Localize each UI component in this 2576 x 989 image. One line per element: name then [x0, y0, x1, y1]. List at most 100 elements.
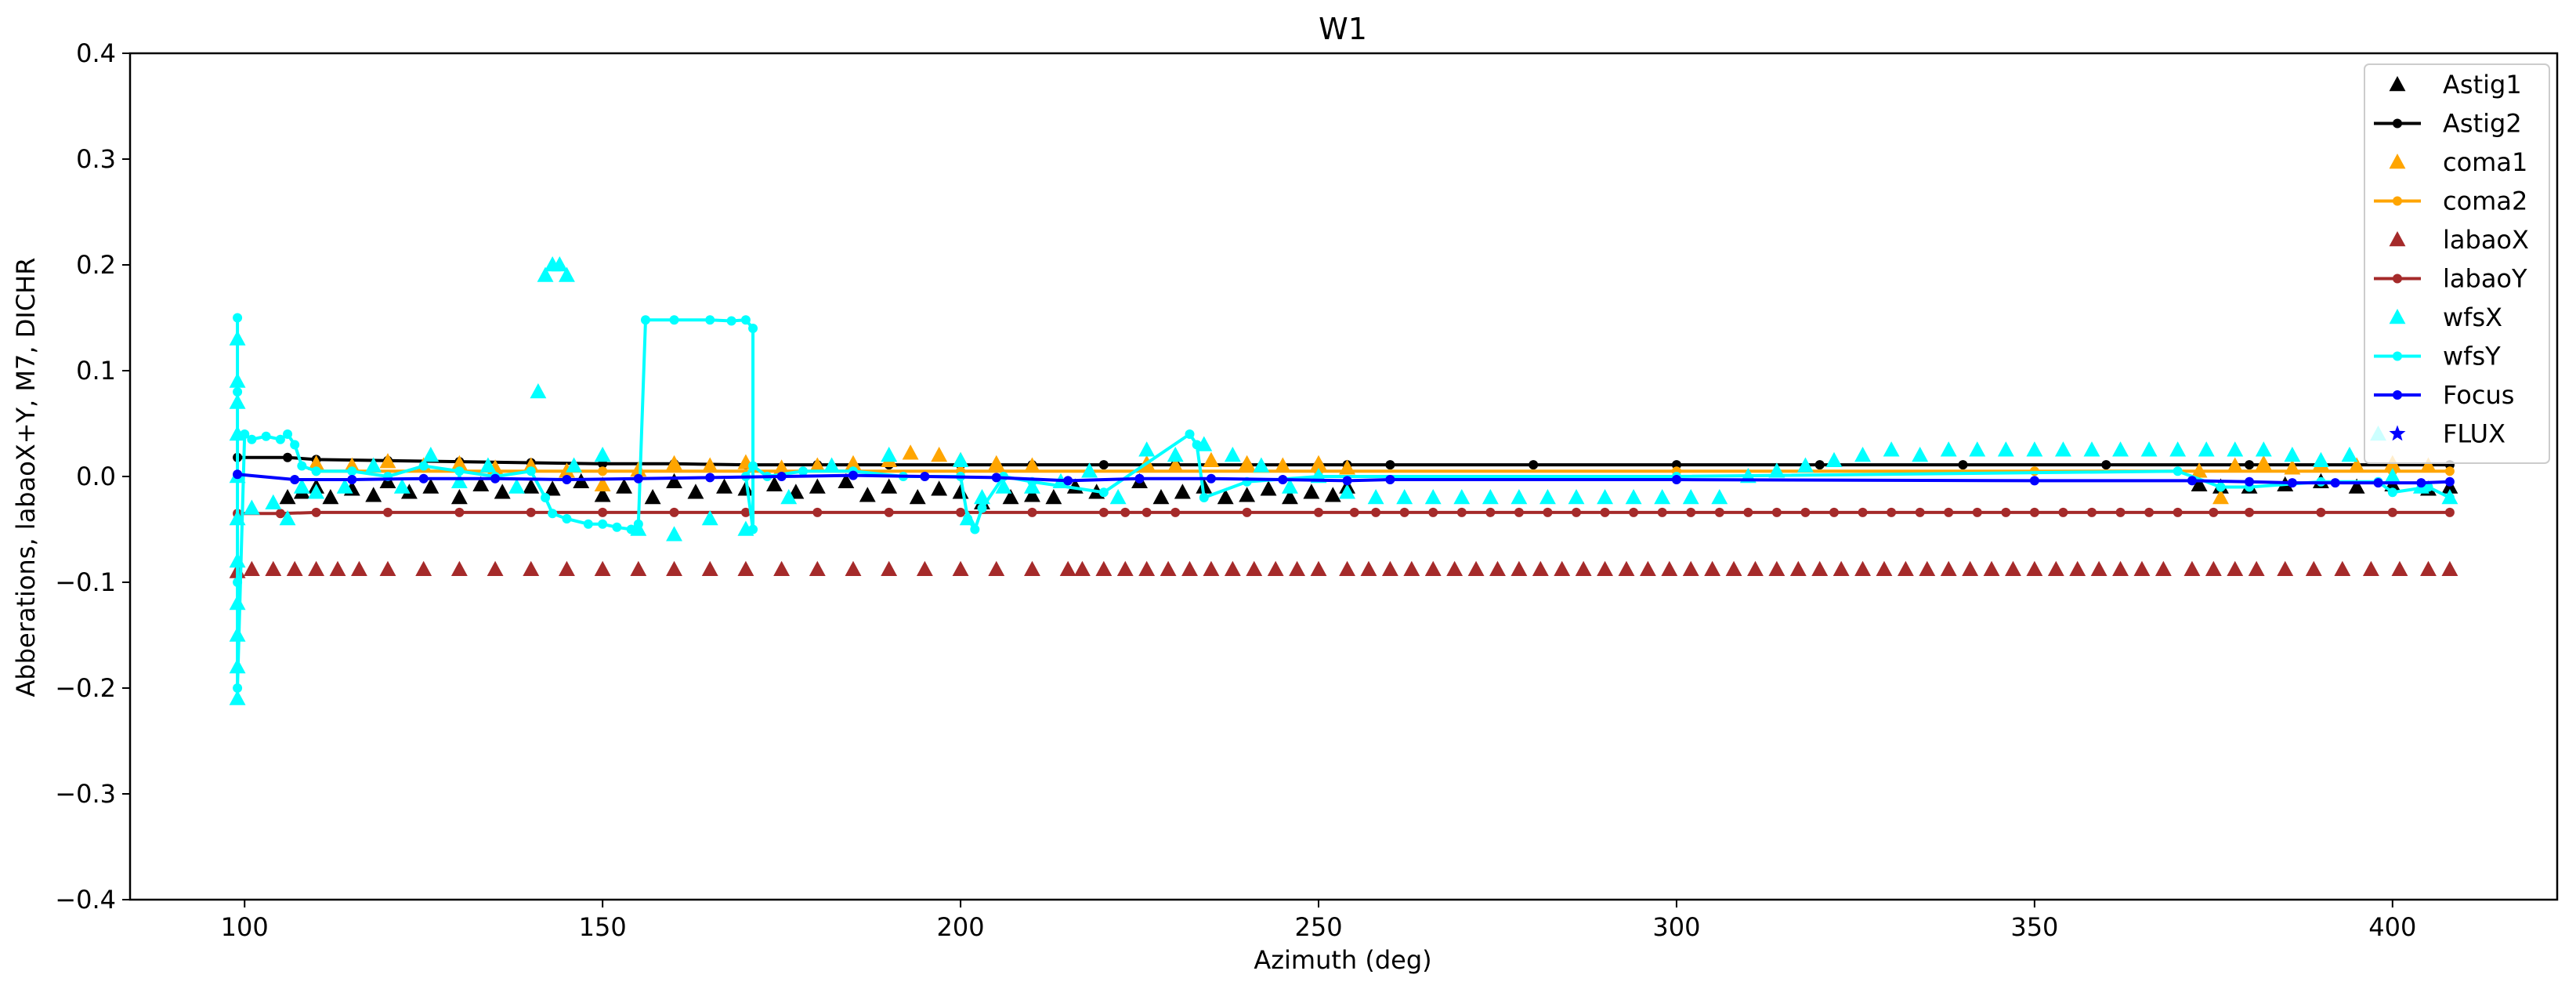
data-point — [1639, 560, 1656, 577]
data-point — [716, 478, 733, 494]
x-tick-label: 400 — [2368, 912, 2416, 942]
data-point — [265, 494, 282, 509]
y-tick-label: 0.0 — [76, 462, 116, 491]
series-labaoy — [233, 507, 2455, 519]
data-point — [454, 466, 465, 476]
data-point — [798, 466, 809, 476]
data-point — [1597, 560, 1614, 577]
legend-marker — [2389, 231, 2406, 247]
data-point — [1109, 489, 1127, 505]
data-point — [2391, 560, 2408, 577]
legend-label: coma1 — [2443, 147, 2527, 177]
data-point — [293, 478, 310, 494]
data-point — [2183, 560, 2201, 577]
data-point — [2169, 441, 2187, 457]
legend-marker — [2389, 154, 2406, 169]
data-point — [776, 472, 787, 481]
data-point — [1246, 560, 1263, 577]
data-point — [1511, 560, 1528, 577]
data-point — [1811, 560, 1829, 577]
data-point — [2058, 507, 2068, 517]
data-point — [988, 455, 1005, 471]
data-point — [379, 560, 396, 577]
data-point — [2248, 560, 2265, 577]
data-point — [1711, 489, 1728, 505]
legend-item-coma1: coma1 — [2389, 147, 2527, 177]
data-point — [669, 507, 679, 517]
data-point — [1120, 507, 1131, 517]
data-point — [2101, 460, 2111, 470]
data-point — [1239, 487, 1256, 502]
legend-item-astig2: Astig2 — [2374, 109, 2522, 139]
data-point — [1203, 560, 1220, 577]
data-point — [859, 487, 876, 502]
data-point — [666, 526, 682, 542]
data-point — [705, 473, 715, 483]
data-point — [845, 560, 862, 577]
series-line — [236, 317, 2451, 689]
legend-marker — [2393, 351, 2402, 361]
data-point — [487, 560, 504, 577]
data-point — [1160, 560, 1177, 577]
legend-marker — [2393, 390, 2402, 400]
data-point — [1597, 489, 1614, 505]
data-point — [2362, 560, 2379, 577]
data-point — [233, 387, 243, 397]
data-point — [1940, 560, 1957, 577]
data-point — [1887, 507, 1897, 517]
data-point — [2287, 478, 2297, 488]
y-tick-label: 0.1 — [76, 356, 116, 386]
legend-item-flux: FLUX — [2389, 419, 2505, 449]
data-point — [1260, 480, 1277, 496]
data-point — [1167, 447, 1184, 462]
data-point — [279, 489, 296, 505]
data-point — [1310, 560, 1327, 577]
data-point — [1686, 507, 1696, 517]
data-point — [1217, 489, 1234, 505]
data-point — [2255, 455, 2272, 471]
data-point — [902, 444, 919, 460]
data-point — [347, 475, 357, 485]
data-point — [2245, 507, 2255, 517]
x-tick-label: 150 — [579, 912, 627, 942]
data-point — [1572, 507, 1582, 517]
data-point — [640, 315, 650, 325]
data-point — [1983, 560, 2000, 577]
data-point — [1134, 473, 1145, 484]
data-point — [1274, 457, 1291, 473]
data-point — [1654, 489, 1671, 505]
data-point — [838, 473, 855, 488]
data-point — [1725, 560, 1742, 577]
legend-label: coma2 — [2443, 187, 2527, 216]
data-point — [2005, 560, 2021, 577]
data-point — [1371, 507, 1381, 517]
data-point — [1152, 489, 1170, 505]
legend-marker — [2393, 118, 2402, 129]
data-point — [1360, 560, 1377, 577]
data-point — [1174, 484, 1191, 499]
data-point — [1532, 560, 1549, 577]
legend-box — [2364, 63, 2550, 464]
data-point — [2334, 560, 2351, 577]
legend-marker — [2389, 425, 2406, 441]
data-point — [247, 434, 257, 444]
data-point — [1618, 560, 1635, 577]
data-point — [450, 455, 468, 471]
data-point — [541, 493, 551, 502]
data-point — [472, 476, 490, 492]
data-point — [1661, 560, 1678, 577]
data-point — [594, 476, 611, 492]
data-point — [418, 473, 429, 484]
data-point — [243, 560, 260, 577]
data-point — [963, 514, 973, 523]
data-point — [701, 510, 718, 526]
data-point — [1876, 560, 1893, 577]
data-point — [583, 519, 593, 529]
data-point — [2277, 560, 2294, 577]
data-point — [1424, 560, 1442, 577]
data-point — [2001, 507, 2011, 517]
data-point — [1883, 441, 1900, 457]
series-labaox — [229, 560, 2458, 578]
data-point — [548, 509, 558, 519]
